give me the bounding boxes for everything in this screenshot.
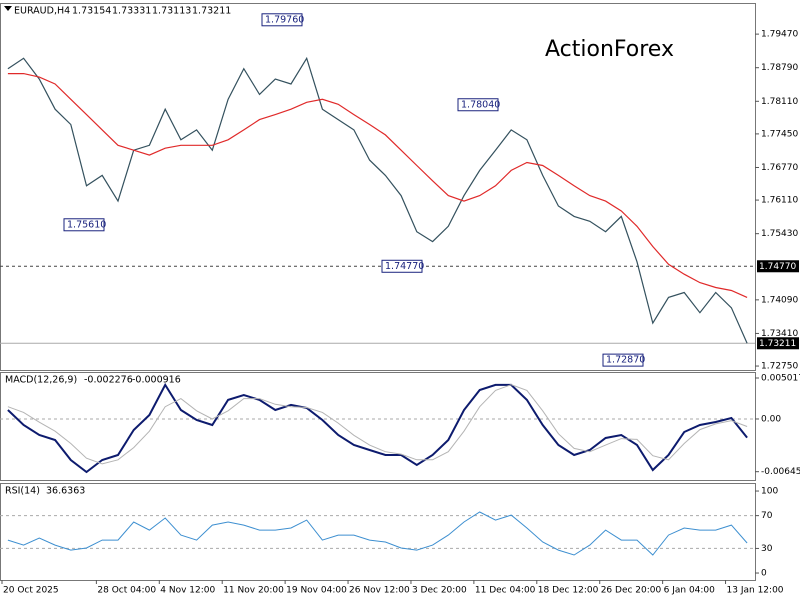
y-tick-label: 1.76770 bbox=[761, 163, 798, 173]
ohlc-value: 1.73154 bbox=[72, 6, 111, 17]
ohlc-value: 1.73211 bbox=[192, 6, 231, 17]
y-tick-label: 0.005017 bbox=[761, 373, 800, 383]
x-tick-label: 13 Jan 12:00 bbox=[727, 586, 784, 596]
x-tick-label: 19 Nov 04:00 bbox=[286, 586, 347, 596]
series-line bbox=[7, 56, 748, 344]
price-box-label: 1.74770 bbox=[759, 262, 796, 272]
y-tick-label: 1.76110 bbox=[761, 196, 798, 206]
series-line bbox=[7, 382, 748, 474]
annotation-label: 1.74770 bbox=[385, 261, 424, 272]
annotation-box bbox=[381, 259, 423, 273]
y-tick-label: 1.72750 bbox=[761, 362, 798, 372]
x-tick-label: 26 Dec 20:00 bbox=[601, 586, 662, 596]
indicator-value: -0.002276 bbox=[84, 375, 133, 386]
indicator-value: -0.000916 bbox=[132, 375, 181, 386]
x-tick-label: 18 Dec 12:00 bbox=[538, 586, 599, 596]
y-tick-label: 1.77450 bbox=[761, 129, 798, 139]
panel-frame bbox=[0, 483, 756, 581]
series-line bbox=[7, 511, 748, 556]
panel-title: EURAUD,H4 bbox=[14, 6, 70, 17]
annotation-box bbox=[602, 353, 644, 367]
watermark: ActionForex bbox=[545, 37, 674, 62]
y-tick-label: 1.78790 bbox=[761, 63, 798, 73]
y-tick-label: 30 bbox=[761, 544, 773, 554]
x-tick-label: 11 Dec 04:00 bbox=[475, 586, 536, 596]
y-tick-label: 1.79470 bbox=[761, 30, 798, 40]
y-tick-label: 1.74090 bbox=[761, 295, 798, 305]
ohlc-value: 1.73113 bbox=[152, 6, 191, 17]
indicator-value: 36.6363 bbox=[46, 486, 85, 497]
x-tick-label: 6 Jan 04:00 bbox=[664, 586, 716, 596]
annotation-label: 1.78040 bbox=[461, 99, 500, 110]
price-box bbox=[757, 337, 799, 350]
collapse-icon bbox=[4, 6, 12, 11]
x-tick-label: 3 Dec 20:00 bbox=[412, 586, 467, 596]
x-tick-label: 20 Oct 2025 bbox=[3, 586, 59, 596]
series-line bbox=[7, 384, 748, 465]
annotation-box bbox=[63, 218, 105, 232]
annotation-box bbox=[457, 98, 499, 112]
x-tick-label: 4 Nov 12:00 bbox=[160, 586, 215, 596]
y-tick-label: 70 bbox=[761, 511, 773, 521]
y-tick-label: 1.73410 bbox=[761, 329, 798, 339]
panel-frame bbox=[0, 372, 756, 481]
series-line bbox=[7, 73, 748, 298]
panel-title: RSI(14) bbox=[5, 486, 40, 497]
x-tick-label: 28 Oct 04:00 bbox=[97, 586, 156, 596]
y-tick-label: 100 bbox=[761, 487, 778, 497]
y-tick-label: 1.78110 bbox=[761, 97, 798, 107]
annotation-label: 1.75610 bbox=[67, 219, 106, 230]
y-tick-label: 1.75430 bbox=[761, 229, 798, 239]
y-tick-label: 0 bbox=[761, 569, 767, 579]
price-box bbox=[757, 260, 799, 273]
x-tick-label: 26 Nov 12:00 bbox=[349, 586, 410, 596]
panel-frame bbox=[0, 3, 756, 371]
y-tick-label: -0.006452 bbox=[761, 467, 800, 477]
annotation-label: 1.79760 bbox=[265, 14, 304, 25]
price-box-label: 1.73211 bbox=[759, 339, 796, 349]
panel-title: MACD(12,26,9) bbox=[5, 375, 77, 386]
annotation-label: 1.72870 bbox=[606, 355, 645, 366]
ohlc-value: 1.73331 bbox=[112, 6, 151, 17]
x-tick-label: 11 Nov 20:00 bbox=[223, 586, 284, 596]
y-tick-label: 0.00 bbox=[761, 414, 781, 424]
annotation-box bbox=[261, 13, 303, 27]
